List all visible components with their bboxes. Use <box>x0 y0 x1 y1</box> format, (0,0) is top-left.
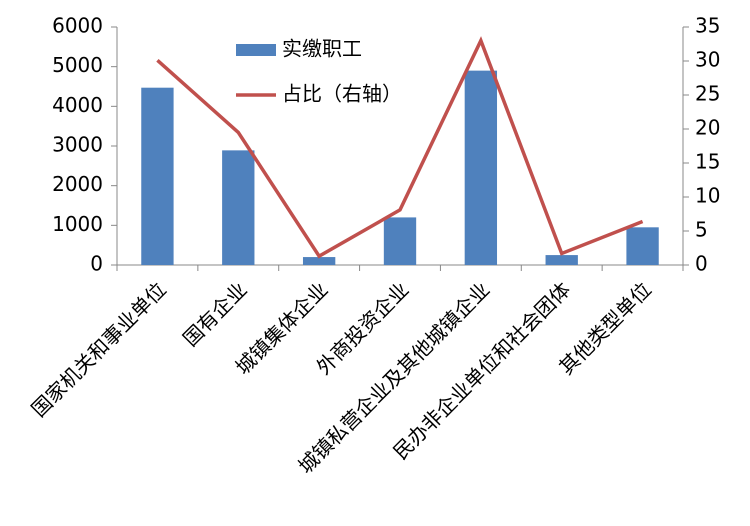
y2-tick-label: 35 <box>695 14 720 38</box>
legend-label: 实缴职工 <box>282 37 362 61</box>
y2-tick-label: 30 <box>695 48 720 72</box>
y-tick-label: 3000 <box>52 133 103 157</box>
bar <box>383 217 417 265</box>
legend-label: 占比（右轴） <box>282 82 402 106</box>
y2-tick-label: 10 <box>695 184 720 208</box>
y2-tick-label: 0 <box>695 252 708 276</box>
y-tick-label: 1000 <box>52 212 103 236</box>
bar <box>626 227 659 265</box>
legend-swatch <box>236 44 276 56</box>
y2-tick-label: 20 <box>695 116 720 140</box>
y-tick-label: 4000 <box>52 93 103 117</box>
y2-tick-label: 15 <box>695 150 720 174</box>
bar <box>545 255 578 265</box>
y-tick-label: 2000 <box>52 172 103 196</box>
y2-tick-label: 25 <box>695 82 720 106</box>
bar <box>464 70 498 265</box>
line <box>156 36 644 259</box>
x-tick-label: 国有企业 <box>178 277 252 351</box>
bar <box>222 150 255 265</box>
y2-tick-label: 5 <box>695 218 708 242</box>
y-tick-label: 5000 <box>52 53 103 77</box>
bar <box>302 257 336 265</box>
y-tick-label: 0 <box>90 252 103 276</box>
y-tick-label: 6000 <box>52 14 103 38</box>
x-tick-label: 国家机关和事业单位 <box>27 277 171 421</box>
bar <box>141 87 174 265</box>
